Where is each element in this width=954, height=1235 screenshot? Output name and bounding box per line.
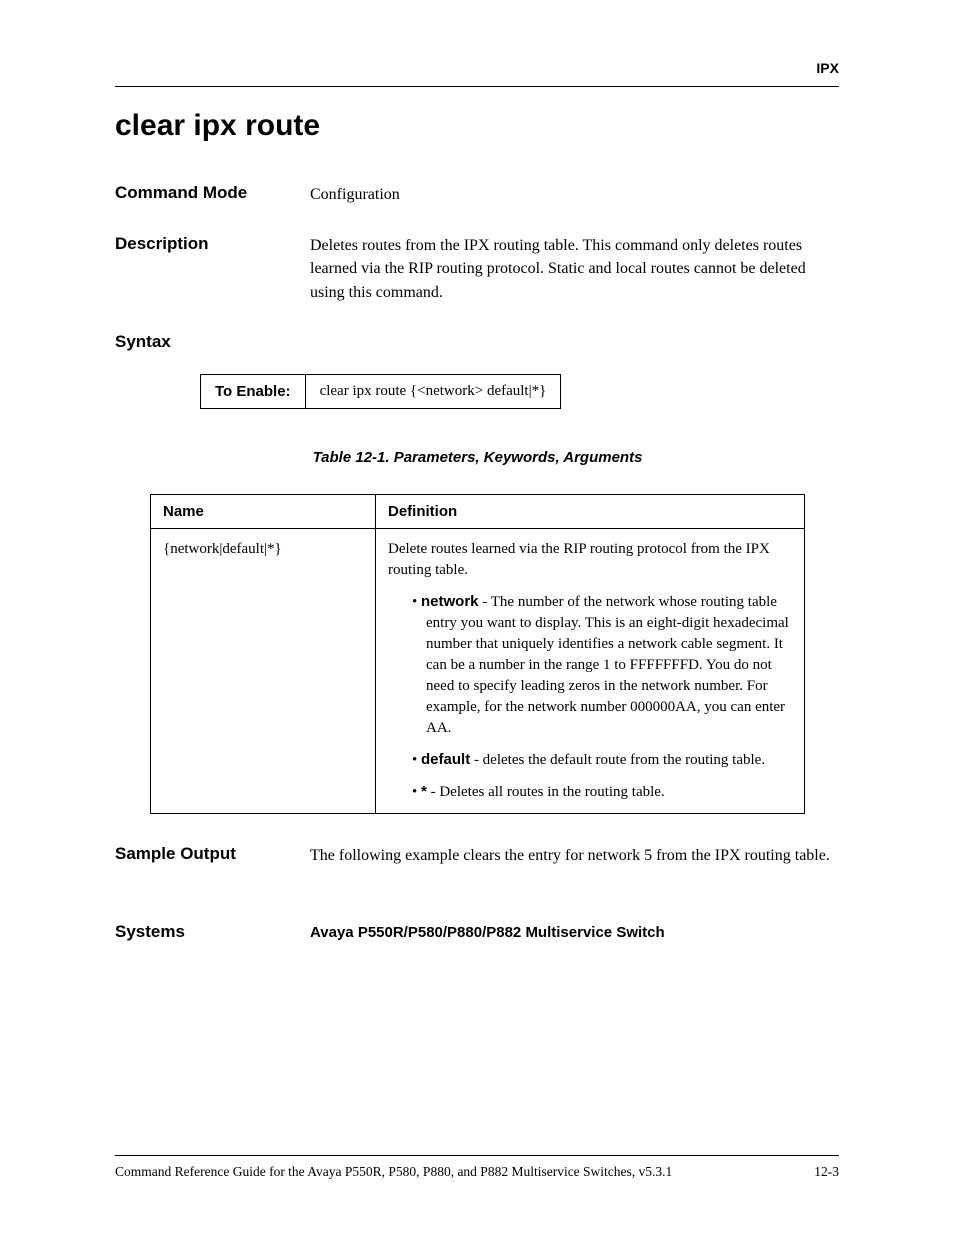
systems-value: Avaya P550R/P580/P880/P882 Multiservice … bbox=[310, 922, 839, 944]
footer-left: Command Reference Guide for the Avaya P5… bbox=[115, 1164, 672, 1180]
list-item: • * - Deletes all routes in the routing … bbox=[412, 781, 792, 803]
enable-table: To Enable: clear ipx route {<network> de… bbox=[200, 374, 561, 409]
footer-rule bbox=[115, 1155, 839, 1156]
description-row: Description Deletes routes from the IPX … bbox=[115, 234, 839, 304]
command-mode-value: Configuration bbox=[310, 183, 839, 206]
sample-output-row: Sample Output The following example clea… bbox=[115, 844, 839, 867]
page-content: IPX clear ipx route Command Mode Configu… bbox=[0, 0, 954, 944]
param-bullet-list: • network - The number of the network wh… bbox=[388, 591, 792, 803]
term: default bbox=[421, 751, 470, 768]
command-mode-label: Command Mode bbox=[115, 183, 310, 206]
enable-label: To Enable: bbox=[201, 374, 306, 408]
list-item: • default - deletes the default route fr… bbox=[412, 749, 792, 771]
header-rule bbox=[115, 86, 839, 87]
syntax-label: Syntax bbox=[115, 332, 839, 352]
list-item: • network - The number of the network wh… bbox=[412, 591, 792, 739]
col-header-definition: Definition bbox=[376, 494, 805, 528]
page-footer: Command Reference Guide for the Avaya P5… bbox=[115, 1155, 839, 1180]
header-section-label: IPX bbox=[115, 60, 839, 76]
command-mode-row: Command Mode Configuration bbox=[115, 183, 839, 206]
parameters-table: Name Definition {network|default|*} Dele… bbox=[150, 494, 805, 814]
term-text: - deletes the default route from the rou… bbox=[470, 752, 765, 768]
term: network bbox=[421, 593, 479, 610]
enable-value: clear ipx route {<network> default|*} bbox=[305, 374, 561, 408]
description-text: Deletes routes from the IPX routing tabl… bbox=[310, 234, 839, 304]
sample-output-label: Sample Output bbox=[115, 844, 310, 867]
table-row: {network|default|*} Delete routes learne… bbox=[151, 528, 805, 813]
term-text: - Deletes all routes in the routing tabl… bbox=[427, 784, 665, 800]
table-caption: Table 12-1. Parameters, Keywords, Argume… bbox=[200, 449, 755, 466]
sample-output-text: The following example clears the entry f… bbox=[310, 844, 839, 867]
description-label: Description bbox=[115, 234, 310, 304]
systems-row: Systems Avaya P550R/P580/P880/P882 Multi… bbox=[115, 922, 839, 944]
footer-right: 12-3 bbox=[814, 1164, 839, 1180]
term-text: - The number of the network whose routin… bbox=[426, 594, 789, 736]
param-name: {network|default|*} bbox=[151, 528, 376, 813]
systems-label: Systems bbox=[115, 922, 310, 944]
page-title: clear ipx route bbox=[115, 109, 839, 143]
param-definition: Delete routes learned via the RIP routin… bbox=[376, 528, 805, 813]
col-header-name: Name bbox=[151, 494, 376, 528]
param-intro: Delete routes learned via the RIP routin… bbox=[388, 539, 792, 581]
